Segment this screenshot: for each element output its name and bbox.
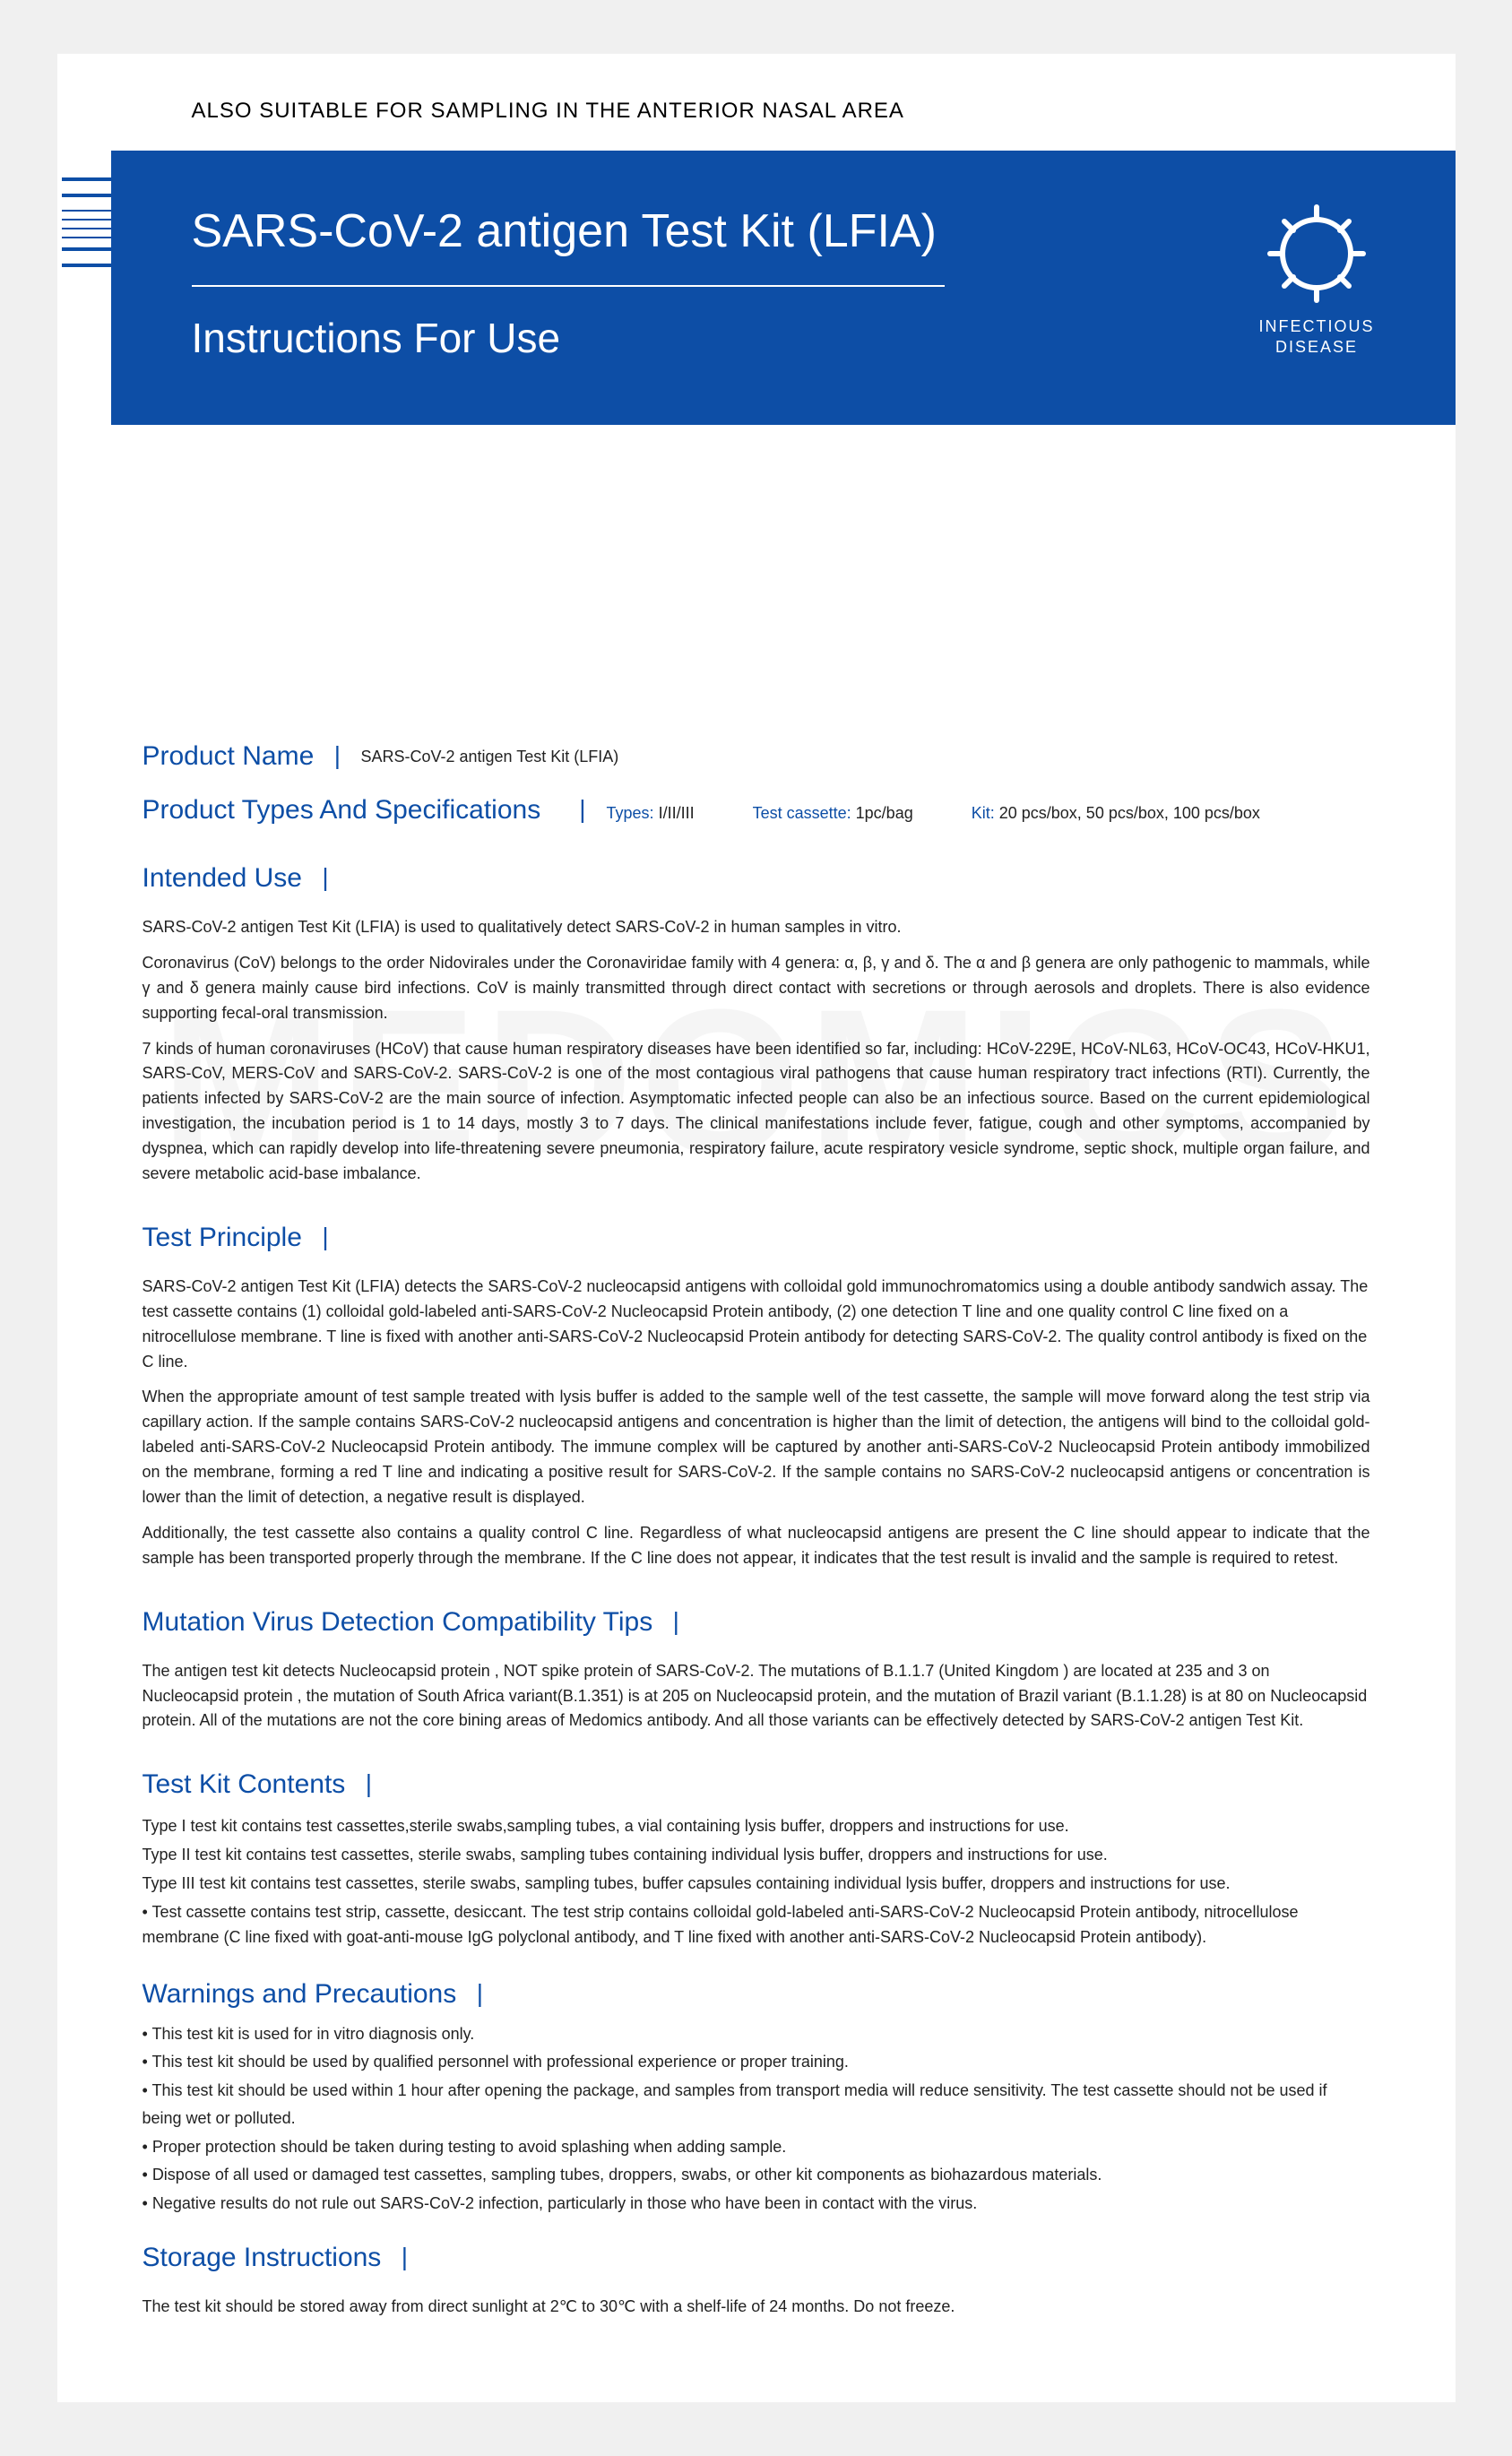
divider-pipe: | bbox=[477, 1979, 483, 2007]
test-principle-p1: SARS-CoV-2 antigen Test Kit (LFIA) detec… bbox=[143, 1275, 1370, 1375]
header-title: SARS-CoV-2 antigen Test Kit (LFIA) bbox=[192, 204, 1375, 258]
header-decoration-lines bbox=[62, 177, 143, 280]
virus-icon bbox=[1263, 200, 1370, 307]
warning-item: Negative results do not rule out SARS-Co… bbox=[143, 2190, 1370, 2218]
test-principle-heading: Test Principle bbox=[143, 1223, 302, 1253]
product-name-row: Product Name | SARS-CoV-2 antigen Test K… bbox=[143, 716, 1370, 783]
warning-item: This test kit is used for in vitro diagn… bbox=[143, 2020, 1370, 2049]
kit-contents-heading-row: Test Kit Contents | bbox=[143, 1744, 1370, 1811]
divider-pipe: | bbox=[322, 863, 328, 891]
storage-p1: The test kit should be stored away from … bbox=[143, 2295, 1370, 2320]
types-label: Types: bbox=[607, 804, 654, 822]
types-value: I/II/III bbox=[654, 804, 695, 822]
intended-use-p2: Coronavirus (CoV) belongs to the order N… bbox=[143, 951, 1370, 1026]
storage-heading-row: Storage Instructions | bbox=[143, 2218, 1370, 2284]
kit_contents-p3: Type III test kit contains test cassette… bbox=[143, 1872, 1370, 1897]
divider-pipe: | bbox=[334, 741, 341, 769]
specs-heading: Product Types And Specifications bbox=[143, 795, 541, 826]
divider-pipe: | bbox=[322, 1223, 328, 1250]
cassette-label: Test cassette: bbox=[753, 804, 851, 822]
intended-use-heading-row: Intended Use | bbox=[143, 838, 1370, 904]
warnings-heading: Warnings and Precautions bbox=[143, 1979, 457, 2010]
product-name-heading: Product Name bbox=[143, 741, 315, 772]
intended-use-heading: Intended Use bbox=[143, 863, 302, 894]
divider-pipe: | bbox=[366, 1769, 372, 1797]
header-subtitle: Instructions For Use bbox=[192, 314, 1375, 362]
divider-pipe: | bbox=[402, 2243, 408, 2270]
header-divider bbox=[192, 285, 945, 287]
test-principle-p2: When the appropriate amount of test samp… bbox=[143, 1385, 1370, 1509]
warning-item: Dispose of all used or damaged test cass… bbox=[143, 2161, 1370, 2190]
warning-item: This test kit should be used by qualifie… bbox=[143, 2048, 1370, 2077]
icon-label-1: INFECTIOUS bbox=[1258, 316, 1374, 337]
kit-label: Kit: bbox=[972, 804, 995, 822]
kit-contents-p1: Type I test kit contains test cassettes,… bbox=[143, 1814, 1370, 1839]
document-page: ALSO SUITABLE FOR SAMPLING IN THE ANTERI… bbox=[57, 54, 1456, 2402]
test-principle-p3: Additionally, the test cassette also con… bbox=[143, 1521, 1370, 1571]
intended-use-p1: SARS-CoV-2 antigen Test Kit (LFIA) is us… bbox=[143, 915, 1370, 940]
product-name-value: SARS-CoV-2 antigen Test Kit (LFIA) bbox=[360, 748, 618, 765]
specs-row: Product Types And Specifications | Types… bbox=[143, 795, 1370, 826]
mutation-heading-row: Mutation Virus Detection Compatibility T… bbox=[143, 1582, 1370, 1648]
cassette-value: 1pc/bag bbox=[851, 804, 913, 822]
warning-item: Proper protection should be taken during… bbox=[143, 2133, 1370, 2162]
intended-use-p3: 7 kinds of human coronaviruses (HCoV) th… bbox=[143, 1037, 1370, 1187]
kit-value: 20 pcs/box, 50 pcs/box, 100 pcs/box bbox=[995, 804, 1260, 822]
divider-pipe: | bbox=[673, 1607, 679, 1635]
kit-contents-p2: Type II test kit contains test cassettes… bbox=[143, 1843, 1370, 1868]
divider-pipe: | bbox=[579, 795, 585, 823]
mutation-heading: Mutation Virus Detection Compatibility T… bbox=[143, 1607, 653, 1638]
warnings-list: This test kit is used for in vitro diagn… bbox=[143, 2020, 1370, 2218]
storage-heading: Storage Instructions bbox=[143, 2243, 382, 2273]
content-area: MEDOMICS Product Name | SARS-CoV-2 antig… bbox=[57, 425, 1456, 2402]
warnings-heading-row: Warnings and Precautions | bbox=[143, 1954, 1370, 2020]
header-block: SARS-CoV-2 antigen Test Kit (LFIA) Instr… bbox=[111, 151, 1456, 425]
kit-contents-p4: • Test cassette contains test strip, cas… bbox=[143, 1900, 1370, 1950]
kit-contents-heading: Test Kit Contents bbox=[143, 1769, 346, 1800]
icon-label-2: DISEASE bbox=[1258, 337, 1374, 358]
test-principle-heading-row: Test Principle | bbox=[143, 1198, 1370, 1264]
infectious-disease-icon-block: INFECTIOUS DISEASE bbox=[1258, 200, 1374, 359]
mutation-p1: The antigen test kit detects Nucleocapsi… bbox=[143, 1659, 1370, 1734]
warning-item: This test kit should be used within 1 ho… bbox=[143, 2077, 1370, 2133]
top-note: ALSO SUITABLE FOR SAMPLING IN THE ANTERI… bbox=[57, 54, 1456, 151]
